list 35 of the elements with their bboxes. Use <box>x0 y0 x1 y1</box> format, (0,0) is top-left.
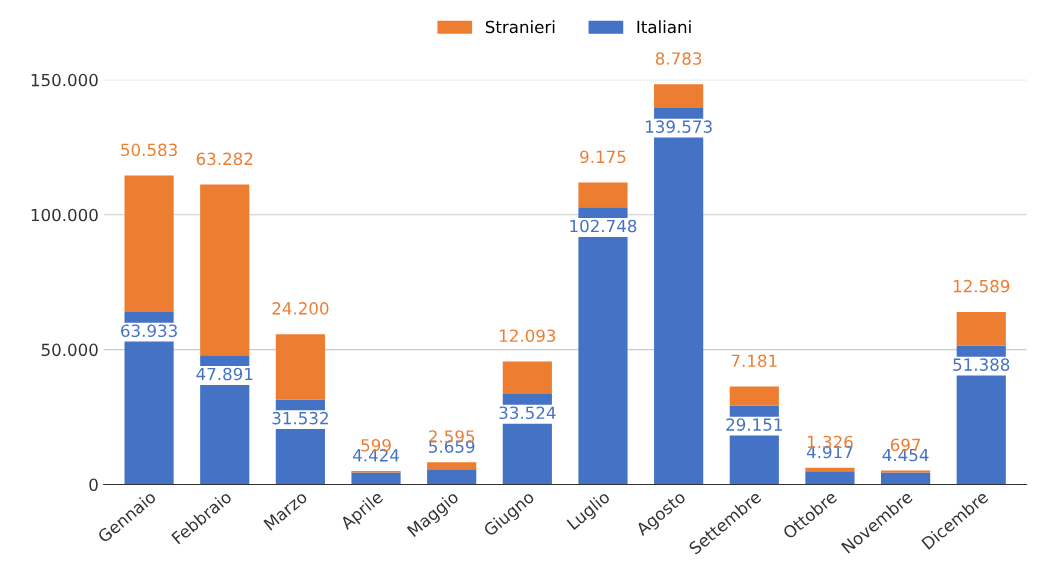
data-label: 29.151 <box>726 418 782 431</box>
data-label: 12.589 <box>953 279 1010 293</box>
bar <box>578 182 628 208</box>
data-label: 51.388 <box>953 358 1010 371</box>
data-label: 7.181 <box>731 354 777 368</box>
y-tick-label: 50.000 <box>41 343 98 357</box>
bar <box>275 334 325 400</box>
data-label: 33.524 <box>499 406 556 420</box>
data-label: 102.748 <box>570 219 637 233</box>
data-label: 8.783 <box>655 52 702 65</box>
bar <box>351 472 401 485</box>
data-label: 47.891 <box>196 367 253 381</box>
bar <box>200 184 250 356</box>
data-label: 31.532 <box>272 411 328 425</box>
data-label: 9.175 <box>580 150 626 164</box>
data-label: 63.282 <box>196 152 253 166</box>
y-tick-label: 150.000 <box>31 73 98 87</box>
bar <box>502 361 552 395</box>
bar <box>427 469 477 485</box>
bar <box>881 472 931 485</box>
bar <box>805 471 855 485</box>
legend-label: Italiani <box>637 20 691 34</box>
legend-label: Stranieri <box>485 20 555 34</box>
y-tick-label: 0 <box>89 478 98 492</box>
data-label: 24.200 <box>272 302 329 315</box>
bar <box>729 386 779 406</box>
data-label: 12.093 <box>500 329 556 343</box>
bar <box>124 175 174 313</box>
bar <box>654 84 704 108</box>
bar <box>956 311 1006 346</box>
data-label: 63.933 <box>121 324 177 338</box>
y-tick-label: 100.000 <box>31 208 98 222</box>
data-label: 139.573 <box>646 120 712 133</box>
data-label: 50.583 <box>121 143 177 157</box>
bar <box>427 462 477 470</box>
